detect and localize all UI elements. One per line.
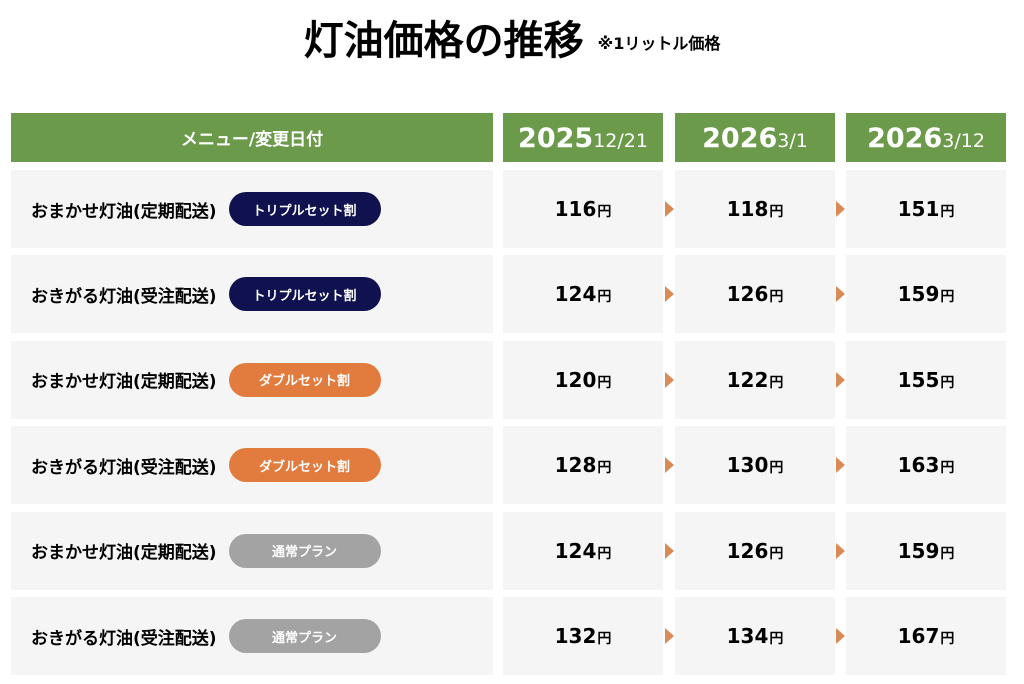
price-unit: 円 — [940, 374, 955, 391]
arrow — [836, 286, 845, 303]
price-value: 124 — [554, 538, 597, 563]
year: 2026 — [702, 123, 778, 154]
date: 3/12 — [942, 130, 985, 152]
price-value: 151 — [897, 197, 940, 221]
price-cell: 155 円 — [846, 340, 1006, 419]
price-value: 134 — [726, 624, 769, 648]
price-unit: 円 — [940, 631, 955, 647]
price-unit: 円 — [769, 460, 784, 477]
date: 3/1 — [777, 130, 808, 152]
price-cell: 122 円 — [675, 340, 835, 419]
date: 12/21 — [593, 130, 648, 152]
menu-name: おきがる灯油(受注配送) — [31, 457, 217, 478]
badge: 通常プラン — [228, 533, 381, 568]
price-cell: 159 円 — [846, 255, 1006, 334]
price-cell: 126 円 — [675, 255, 835, 334]
price-cell: 132 円 — [503, 597, 663, 675]
price-unit: 円 — [769, 289, 784, 306]
price-unit: 円 — [597, 460, 612, 477]
arrow — [665, 201, 674, 217]
price-value: 163 — [897, 453, 940, 478]
price-value: 124 — [554, 282, 597, 307]
menu-cell: おまかせ灯油(定期配送) トリプルセット割 — [11, 170, 493, 248]
menu-name: おまかせ灯油(定期配送) — [31, 543, 217, 564]
arrow — [836, 542, 845, 559]
header: 灯油価格の推移 ※1リットル価格 — [0, 8, 1024, 66]
price-unit: 円 — [940, 289, 955, 306]
menu-name: おまかせ灯油(定期配送) — [31, 201, 217, 222]
price-cell: 124 円 — [503, 255, 663, 334]
menu-cell: おきがる灯油(受注配送) トリプルセット割 — [11, 255, 493, 334]
arrow — [836, 457, 845, 474]
price-cell: 130 円 — [675, 426, 835, 505]
arrow — [665, 286, 674, 303]
price-value: 167 — [897, 624, 940, 648]
price-cell: 116 円 — [503, 170, 663, 248]
year: 2026 — [867, 123, 943, 154]
price-value: 126 — [726, 282, 769, 307]
arrow — [836, 371, 845, 388]
column-header: 2026 3/1 — [675, 113, 835, 162]
year: 2025 — [518, 123, 594, 154]
price-unit: 円 — [597, 289, 612, 306]
price-unit: 円 — [769, 545, 784, 562]
menu-cell: おまかせ灯油(定期配送) 通常プラン — [11, 511, 493, 590]
price-cell: 163 円 — [846, 426, 1006, 505]
price-unit: 円 — [940, 204, 955, 220]
menu-name: おまかせ灯油(定期配送) — [31, 372, 217, 393]
badge: トリプルセット割 — [228, 192, 381, 226]
price-value: 118 — [726, 197, 769, 221]
price-cell: 124 円 — [503, 511, 663, 590]
price-cell: 128 円 — [503, 426, 663, 505]
column-header: 2026 3/12 — [846, 113, 1006, 162]
price-cell: 134 円 — [675, 597, 835, 675]
badge: ダブルセット割 — [228, 362, 381, 397]
price-cell: 167 円 — [846, 597, 1006, 675]
price-cell: 151 円 — [846, 170, 1006, 248]
column-header: 2025 12/21 — [503, 113, 663, 162]
menu-name: おきがる灯油(受注配送) — [31, 286, 217, 307]
price-value: 122 — [726, 367, 769, 392]
menu-cell: おまかせ灯油(定期配送) ダブルセット割 — [11, 340, 493, 419]
arrow — [665, 628, 674, 644]
price-value: 159 — [897, 282, 940, 307]
price-cell: 159 円 — [846, 511, 1006, 590]
price-value: 159 — [897, 538, 940, 563]
price-value: 116 — [554, 197, 597, 221]
badge: 通常プラン — [228, 619, 381, 653]
price-value: 130 — [726, 453, 769, 478]
price-unit: 円 — [940, 460, 955, 477]
price-cell: 118 円 — [675, 170, 835, 248]
menu-cell: おきがる灯油(受注配送) 通常プラン — [11, 597, 493, 675]
price-unit: 円 — [940, 545, 955, 562]
price-value: 120 — [554, 367, 597, 392]
arrow — [665, 542, 674, 559]
arrow — [836, 201, 845, 217]
price-value: 128 — [554, 453, 597, 478]
menu-cell: おきがる灯油(受注配送) ダブルセット割 — [11, 426, 493, 505]
badge: トリプルセット割 — [228, 277, 381, 312]
badge: ダブルセット割 — [228, 448, 381, 483]
price-value: 126 — [726, 538, 769, 563]
arrow — [665, 457, 674, 474]
price-cell: 120 円 — [503, 340, 663, 419]
menu-name: おきがる灯油(受注配送) — [31, 628, 217, 649]
price-unit: 円 — [597, 204, 612, 220]
price-cell: 126 円 — [675, 511, 835, 590]
price-unit: 円 — [597, 631, 612, 647]
menu-header: メニュー/変更日付 — [11, 113, 493, 162]
price-value: 155 — [897, 367, 940, 392]
price-unit: 円 — [769, 204, 784, 220]
price-value: 132 — [554, 624, 597, 648]
price-unit: 円 — [769, 631, 784, 647]
price-unit: 円 — [769, 374, 784, 391]
price-unit: 円 — [597, 545, 612, 562]
note: ※1リットル価格 — [597, 34, 721, 53]
title: 灯油価格の推移 — [303, 18, 584, 64]
arrow — [665, 371, 674, 388]
price-unit: 円 — [597, 374, 612, 391]
arrow — [836, 628, 845, 644]
